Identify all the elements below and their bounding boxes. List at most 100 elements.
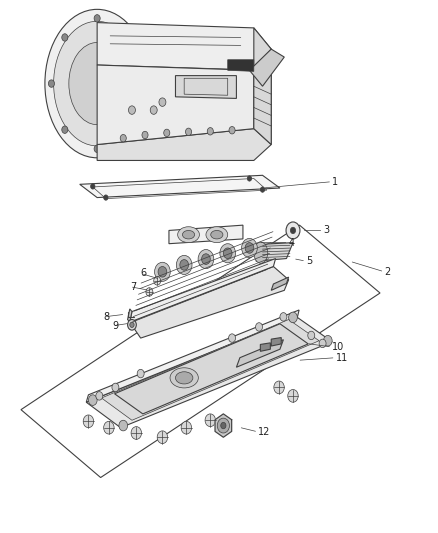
Polygon shape (254, 28, 271, 144)
Text: 9: 9 (113, 321, 119, 331)
Ellipse shape (183, 230, 194, 239)
Ellipse shape (178, 227, 199, 243)
Polygon shape (86, 317, 332, 427)
Circle shape (247, 176, 252, 181)
Circle shape (319, 339, 326, 348)
Circle shape (220, 244, 236, 263)
Circle shape (205, 414, 215, 426)
Circle shape (221, 422, 226, 429)
Polygon shape (228, 60, 254, 71)
Circle shape (150, 106, 157, 114)
Ellipse shape (211, 230, 223, 239)
Polygon shape (256, 243, 293, 261)
Circle shape (128, 106, 135, 114)
Circle shape (289, 312, 297, 322)
Text: 3: 3 (323, 225, 329, 236)
Circle shape (286, 222, 300, 239)
Circle shape (94, 145, 100, 152)
Polygon shape (176, 76, 237, 99)
Ellipse shape (176, 372, 193, 384)
Circle shape (91, 184, 95, 189)
Text: 6: 6 (141, 269, 147, 278)
Ellipse shape (254, 242, 268, 263)
Circle shape (104, 421, 114, 434)
Circle shape (62, 126, 68, 133)
Circle shape (217, 418, 230, 433)
Polygon shape (97, 128, 271, 160)
Circle shape (142, 131, 148, 139)
Polygon shape (271, 277, 289, 290)
Circle shape (308, 331, 315, 340)
Polygon shape (215, 414, 232, 437)
Circle shape (62, 34, 68, 41)
Circle shape (255, 322, 262, 331)
Text: 12: 12 (258, 427, 271, 437)
Ellipse shape (53, 21, 141, 146)
Polygon shape (237, 340, 283, 367)
Text: 7: 7 (130, 281, 136, 292)
Circle shape (223, 248, 232, 259)
Text: 10: 10 (332, 342, 344, 352)
Circle shape (127, 34, 133, 41)
Polygon shape (102, 319, 319, 420)
Circle shape (229, 126, 235, 134)
Polygon shape (127, 309, 132, 322)
Circle shape (288, 390, 298, 402)
Polygon shape (250, 49, 284, 86)
Circle shape (323, 335, 332, 346)
Circle shape (159, 98, 166, 107)
Polygon shape (115, 324, 308, 414)
Circle shape (164, 129, 170, 136)
Ellipse shape (45, 10, 149, 158)
Polygon shape (97, 65, 254, 144)
Circle shape (154, 277, 161, 285)
Circle shape (201, 254, 210, 264)
Circle shape (260, 187, 265, 192)
Polygon shape (80, 175, 280, 198)
Circle shape (185, 128, 191, 135)
Circle shape (127, 126, 133, 133)
Text: 5: 5 (306, 256, 312, 266)
Polygon shape (86, 310, 299, 402)
Polygon shape (97, 22, 271, 70)
Text: 2: 2 (385, 267, 391, 277)
Circle shape (88, 395, 97, 406)
Polygon shape (130, 266, 289, 338)
Circle shape (242, 238, 257, 257)
Circle shape (131, 426, 141, 439)
Polygon shape (169, 225, 243, 244)
Circle shape (229, 334, 236, 342)
Polygon shape (260, 343, 270, 351)
Text: 8: 8 (104, 312, 110, 322)
Circle shape (83, 415, 94, 427)
Circle shape (177, 255, 192, 274)
Circle shape (94, 14, 100, 22)
Circle shape (140, 80, 146, 87)
Ellipse shape (69, 43, 125, 125)
Text: 1: 1 (332, 176, 338, 187)
Ellipse shape (206, 227, 228, 243)
Text: 4: 4 (289, 238, 295, 248)
Circle shape (245, 243, 254, 253)
Circle shape (130, 322, 134, 327)
Circle shape (104, 195, 108, 200)
Ellipse shape (170, 368, 198, 388)
Circle shape (127, 319, 136, 330)
Circle shape (280, 313, 287, 321)
Circle shape (112, 383, 119, 392)
Circle shape (181, 421, 191, 434)
Circle shape (158, 266, 167, 277)
Circle shape (290, 227, 296, 233)
Circle shape (119, 420, 127, 431)
Circle shape (207, 127, 213, 135)
Circle shape (48, 80, 54, 87)
Circle shape (96, 392, 103, 400)
Circle shape (146, 288, 153, 296)
Circle shape (137, 369, 144, 378)
Circle shape (274, 381, 284, 394)
Circle shape (198, 249, 214, 269)
Circle shape (120, 134, 126, 142)
Text: 11: 11 (336, 353, 348, 362)
Polygon shape (130, 259, 276, 322)
Polygon shape (254, 49, 271, 144)
